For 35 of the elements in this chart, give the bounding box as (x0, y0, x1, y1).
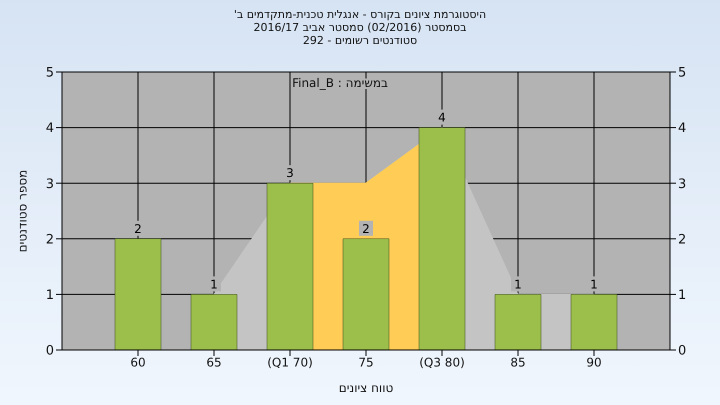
y2-tick-label: 2 (678, 232, 686, 248)
x-tick-label: 75 (358, 356, 374, 370)
x-tick-label: 65 (206, 356, 222, 370)
y-tick-label: 5 (46, 66, 54, 81)
bar (494, 294, 542, 350)
data-label: 3 (286, 166, 294, 180)
data-label: 2 (362, 222, 370, 236)
x-tick-label: 90 (586, 356, 602, 370)
bar (190, 294, 238, 350)
y-tick-label: 4 (46, 121, 54, 136)
y2-tick-label: 5 (678, 66, 686, 81)
x-tick-label: (Q3 80) (419, 356, 465, 370)
y2-tick-label: 4 (678, 121, 686, 136)
x-tick-label: 85 (510, 356, 526, 370)
x-axis-title: טווח ציונים (338, 381, 394, 395)
y2-tick-label: 0 (678, 344, 686, 359)
x-tick-label: 60 (130, 356, 146, 370)
y-tick-label: 1 (46, 288, 54, 304)
bar (342, 238, 390, 350)
y2-tick-label: 1 (678, 288, 686, 304)
y-tick-label: 0 (46, 344, 54, 359)
bar (114, 238, 162, 350)
data-label: 4 (438, 110, 446, 125)
chart-subtitle: בסמסטר (02/2016) סמסטר אביב 2016/17 סטודנטים רשומים - 292 (252, 21, 468, 47)
chart-title: היסטוגרמת ציונים בקורס - אנגלית טכנית-מתקדמים ב' (232, 8, 488, 21)
y-axis-title: מספר סטודנטים (15, 170, 30, 252)
data-label: 2 (134, 222, 142, 236)
bar (570, 294, 618, 350)
data-label: 1 (210, 277, 218, 292)
y-tick-label: 2 (46, 232, 54, 248)
data-label: 1 (514, 277, 522, 292)
data-label: 1 (590, 277, 598, 292)
x-tick-label: (Q1 70) (267, 356, 313, 370)
y2-tick-label: 3 (678, 176, 686, 192)
y-tick-label: 3 (46, 176, 54, 192)
